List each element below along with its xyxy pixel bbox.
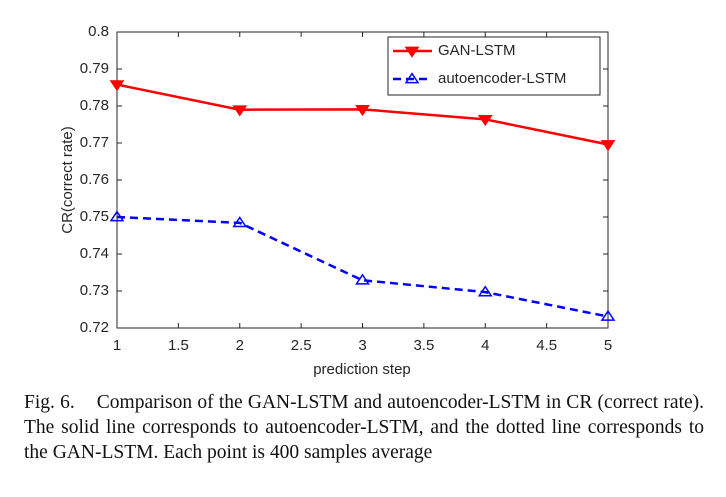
- caption-label: Fig. 6.: [24, 392, 75, 413]
- legend-label: GAN-LSTM: [438, 42, 516, 59]
- y-tick-label: 0.79: [80, 60, 109, 77]
- y-tick-label: 0.73: [80, 282, 109, 299]
- figure-caption: Fig. 6. Comparison of the GAN-LSTM and au…: [24, 390, 704, 465]
- data-point: [355, 273, 370, 285]
- data-point: [477, 285, 493, 297]
- y-tick-label: 0.72: [80, 319, 109, 336]
- y-axis-label: CR(correct rate): [59, 126, 76, 234]
- data-point: [477, 114, 493, 127]
- legend-box: [387, 36, 601, 96]
- x-tick-label: 4.5: [536, 337, 557, 354]
- data-point: [232, 105, 248, 117]
- x-axis-label: prediction step: [313, 361, 411, 378]
- caption-text: Comparison of the GAN-LSTM and autoencod…: [24, 392, 705, 463]
- y-tick-label: 0.75: [80, 208, 109, 225]
- y-tick-label: 0.8: [88, 23, 109, 40]
- legend-marker: [404, 46, 420, 58]
- x-tick-label: 5: [604, 337, 612, 354]
- y-tick-label: 0.76: [80, 171, 109, 188]
- x-tick-label: 3: [358, 337, 366, 354]
- y-tick-label: 0.77: [80, 134, 109, 151]
- x-tick-label: 1.5: [168, 337, 189, 354]
- data-point: [355, 104, 370, 117]
- series-line: [116, 215, 609, 318]
- data-point: [600, 309, 616, 321]
- x-tick-label: 2.5: [291, 337, 312, 354]
- data-point: [232, 216, 248, 228]
- data-point: [600, 140, 616, 152]
- x-tick-label: 4: [481, 337, 489, 354]
- legend-marker: [404, 72, 420, 84]
- x-tick-label: 3.5: [413, 337, 434, 354]
- legend-label: autoencoder-LSTM: [438, 70, 566, 87]
- y-tick-label: 0.74: [80, 245, 109, 262]
- y-tick-label: 0.78: [80, 97, 109, 114]
- chart: prediction step CR(correct rate) 0.72 0.7…: [59, 23, 616, 378]
- x-tick-label: 1: [113, 337, 121, 354]
- data-point: [109, 80, 125, 92]
- data-point: [109, 210, 125, 222]
- x-tick-label: 2: [236, 337, 244, 354]
